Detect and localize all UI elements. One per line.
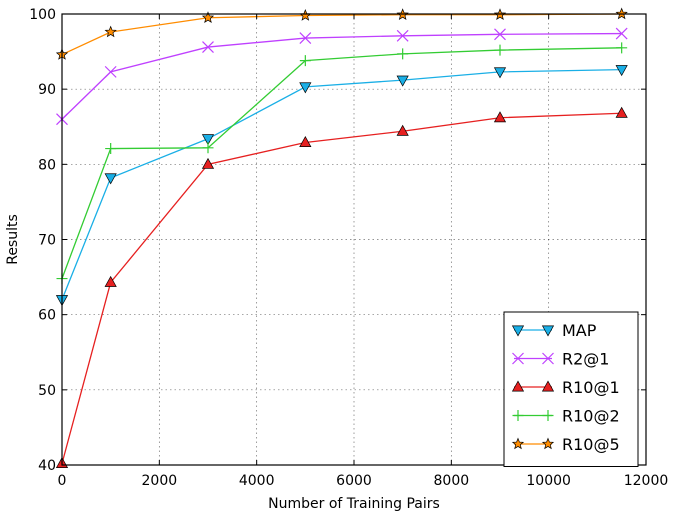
series-line-r2-1 — [61, 32, 622, 120]
y-tick-label: 40 — [38, 458, 56, 474]
series-r2-1 — [56, 27, 628, 126]
x-axis-label: Number of Training Pairs — [268, 496, 440, 512]
legend-item-map: MAP — [511, 321, 597, 340]
data-point-r2-1 — [396, 29, 409, 42]
data-point-r10-5 — [299, 9, 312, 21]
data-point-r10-1 — [396, 124, 409, 136]
series-r10-1 — [55, 106, 628, 468]
legend-marker-r10-2 — [542, 410, 554, 421]
data-point-r2-1 — [202, 41, 214, 53]
data-point-r10-2 — [299, 55, 311, 67]
data-point-r10-2 — [105, 143, 117, 155]
y-tick-label: 50 — [38, 383, 56, 399]
y-tick-label: 70 — [38, 233, 56, 249]
legend-item-r10-2: R10@2 — [512, 407, 620, 426]
legend-label-r10-1: R10@1 — [562, 378, 620, 397]
series-line-map — [61, 68, 622, 300]
legend-marker-r2-1 — [512, 352, 524, 365]
legend-marker-r10-2 — [512, 410, 524, 421]
legend-marker-map — [541, 325, 555, 337]
legend-label-r10-2: R10@2 — [562, 407, 620, 426]
x-tick-label: 12000 — [624, 473, 669, 489]
data-point-r10-1 — [615, 106, 628, 118]
data-point-map — [493, 67, 507, 79]
legend-marker-r10-1 — [511, 380, 525, 392]
x-tick-label: 4000 — [239, 473, 275, 489]
data-point-r10-2 — [397, 48, 409, 60]
data-point-r2-1 — [615, 27, 628, 40]
legend-item-r10-1: R10@1 — [511, 378, 620, 397]
y-axis-label: Results — [5, 214, 21, 265]
x-tick-label: 2000 — [142, 473, 178, 489]
data-point-map — [299, 82, 312, 94]
legend-item-r10-5: R10@5 — [511, 435, 620, 454]
axes: 0 2000 4000 6000 8000 10000 12000 40 50 60 70 80 90 1… — [29, 7, 668, 489]
legend-label-map: MAP — [562, 321, 597, 340]
data-point-r2-1 — [104, 65, 117, 78]
data-point-r10-1 — [493, 111, 507, 123]
legend-marker-r10-5 — [541, 437, 555, 450]
legend-marker-r10-1 — [541, 380, 555, 392]
x-tick-label: 8000 — [434, 473, 470, 489]
legend: MAP R2@1 R10@1 R10@2 R10@5 — [503, 311, 639, 467]
data-point-map — [201, 134, 215, 146]
data-point-r10-2 — [494, 44, 506, 56]
legend-box — [503, 311, 639, 467]
y-tick-label: 90 — [38, 82, 56, 98]
data-point-map — [615, 65, 628, 77]
series-map — [55, 65, 628, 307]
data-point-r10-5 — [201, 11, 215, 23]
y-tick-label: 100 — [29, 7, 56, 23]
y-tick-label: 80 — [38, 157, 56, 173]
legend-label-r2-1: R2@1 — [562, 350, 609, 369]
x-tick-label: 6000 — [336, 473, 372, 489]
data-point-r2-1 — [494, 28, 506, 41]
data-point-map — [104, 173, 117, 185]
legend-marker-map — [511, 325, 525, 337]
data-point-map — [396, 75, 409, 87]
data-point-r10-5 — [104, 25, 117, 38]
legend-item-r2-1: R2@1 — [512, 350, 609, 369]
x-tick-label: 0 — [58, 473, 67, 489]
legend-label-r10-5: R10@5 — [562, 435, 620, 454]
data-point-r10-1 — [104, 275, 117, 287]
legend-marker-r10-5 — [511, 437, 525, 450]
series-r10-2 — [56, 42, 628, 285]
data-point-r10-1 — [201, 157, 215, 169]
data-point-r10-2 — [616, 42, 628, 54]
series-layer — [55, 7, 628, 468]
data-point-r2-1 — [299, 32, 312, 44]
data-point-r10-2 — [202, 142, 214, 154]
x-tick-label: 10000 — [526, 473, 571, 489]
legend-marker-r2-1 — [542, 352, 554, 365]
data-point-r10-1 — [299, 136, 312, 148]
y-tick-label: 60 — [38, 308, 56, 324]
